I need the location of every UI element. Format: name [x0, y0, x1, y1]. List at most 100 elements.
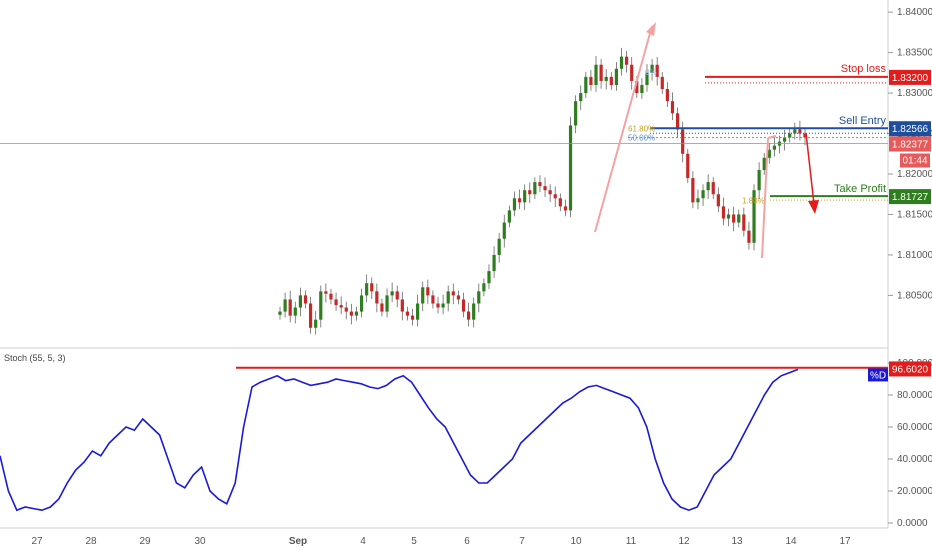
candle-body — [410, 315, 415, 320]
candle-body — [675, 113, 680, 130]
candle-body — [691, 178, 695, 203]
candle-body — [711, 182, 715, 195]
time-tick-label: 29 — [139, 536, 151, 547]
oscillator-axis[interactable]: 100.000080.000060.000040.000020.00000.00… — [888, 358, 932, 529]
oscillator-panel — [0, 368, 799, 512]
countdown-value: 01:44 — [902, 155, 927, 166]
candle-body — [589, 76, 593, 85]
candle-body — [365, 283, 369, 296]
sell-entry-tag — [889, 121, 931, 137]
candle-body — [716, 194, 720, 207]
candle-body — [487, 271, 491, 284]
candle-body — [334, 299, 338, 306]
time-tick-label: 28 — [85, 536, 97, 547]
impulse-arrow — [594, 25, 653, 233]
candle-body — [660, 76, 664, 90]
price-tick-label: 1.84000 — [897, 7, 932, 18]
time-tick-label: 12 — [678, 536, 690, 547]
candle-body — [737, 214, 741, 223]
candle-body — [681, 129, 685, 154]
candle-body — [762, 157, 766, 170]
candle-body — [507, 210, 511, 223]
price-tick-label: 1.82000 — [897, 169, 932, 180]
time-tick-label: 11 — [626, 536, 637, 547]
candle-body — [650, 64, 654, 73]
price-tick-label: 1.81500 — [897, 209, 932, 220]
candle-body — [696, 198, 700, 203]
candle-body — [354, 311, 359, 316]
time-tick-label: 5 — [411, 536, 417, 547]
candle-body — [584, 76, 588, 94]
fib-1-8-label: 1.80% — [742, 196, 765, 205]
retrace-arrow — [761, 137, 769, 259]
candle-body — [543, 186, 547, 191]
price-tick-label: 1.81000 — [897, 250, 932, 261]
candle-body — [339, 305, 343, 308]
candle-body — [523, 190, 527, 203]
candle-body — [574, 101, 578, 126]
candle-body — [752, 190, 756, 243]
candle-body — [655, 64, 659, 77]
price-tick-label: 1.80500 — [897, 290, 932, 301]
candle-body — [451, 291, 455, 296]
candle-body — [614, 68, 619, 85]
candle-body — [640, 84, 644, 94]
candle-body — [568, 125, 573, 211]
candle-body — [512, 198, 517, 211]
candle-body — [385, 295, 389, 312]
candle-body — [308, 303, 313, 328]
time-tick-label: 30 — [194, 536, 206, 547]
candle-body — [767, 149, 771, 158]
candle-body — [502, 222, 506, 239]
time-tick-label: 27 — [31, 536, 43, 547]
impulse-arrowhead — [646, 22, 656, 36]
candle-body — [645, 72, 649, 85]
candle-body — [558, 198, 562, 207]
candle-body — [329, 293, 333, 300]
candle-body — [375, 291, 379, 304]
candle-body — [553, 194, 557, 199]
candle-body — [594, 64, 598, 85]
price-panel — [278, 47, 807, 335]
countdown-tag — [900, 153, 930, 168]
price-tick-label: 1.83500 — [897, 48, 932, 59]
candle-body — [416, 303, 420, 320]
candle-body — [293, 307, 297, 316]
candle-body — [278, 311, 282, 315]
take-profit-label: Take Profit — [834, 183, 886, 195]
oscillator-tick-label: 80.0000 — [897, 390, 932, 401]
candle-body — [701, 190, 705, 199]
forecast-arrow — [805, 132, 815, 205]
candle-body — [477, 291, 481, 304]
time-tick-label: 14 — [785, 536, 797, 547]
candle-body — [283, 299, 287, 312]
candle-body — [579, 93, 583, 102]
candle-body — [721, 206, 726, 219]
forecast-arrowhead — [808, 200, 819, 214]
time-tick-label: 13 — [731, 536, 743, 547]
candle-body — [298, 295, 302, 308]
current-price-tag — [889, 136, 931, 152]
candle-body — [461, 299, 466, 312]
time-tick-label: 6 — [464, 536, 470, 547]
candle-body — [395, 291, 399, 300]
candle-body — [635, 80, 639, 94]
candle-body — [757, 169, 761, 191]
candle-body — [380, 303, 384, 312]
candle-body — [747, 230, 751, 243]
candle-body — [538, 182, 542, 187]
candle-body — [599, 64, 603, 81]
oscillator-tick-label: 60.0000 — [897, 422, 932, 433]
time-tick-label: 7 — [519, 536, 525, 547]
time-tick-label: Sep — [289, 536, 307, 547]
time-axis[interactable]: 27 28 29 30 Sep 4 5 6 7 10 11 12 13 14 17 — [31, 536, 851, 547]
fib-50-label: 50.00% — [628, 134, 655, 143]
candle-body — [686, 153, 690, 179]
candle-body — [472, 303, 476, 320]
candle-body — [349, 311, 353, 316]
candle-body — [793, 129, 797, 134]
candle-body — [446, 291, 450, 304]
candle-body — [324, 291, 328, 294]
sell-entry-value: 1.82566 — [892, 124, 929, 135]
candle-body — [441, 303, 445, 308]
